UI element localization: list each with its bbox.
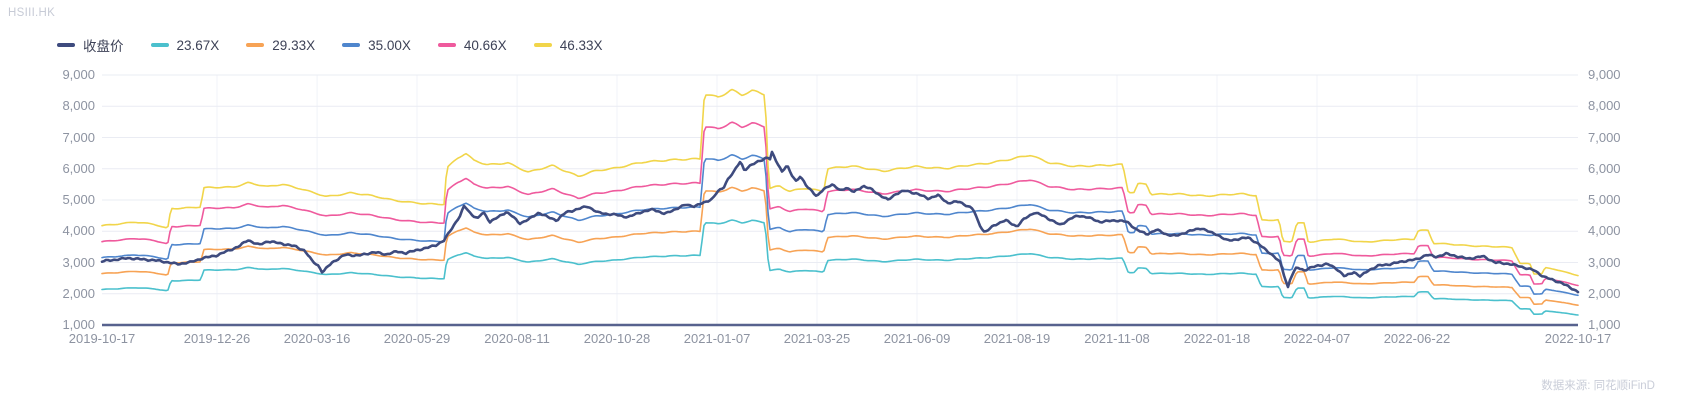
y-axis-tick-left: 1,000	[62, 317, 95, 332]
legend-swatch-icon	[437, 43, 456, 47]
close-price-line	[100, 150, 1580, 294]
legend-swatch-icon	[246, 43, 265, 47]
x-axis-tick: 2020-05-29	[383, 331, 451, 346]
x-axis-tick: 2022-10-17	[1544, 331, 1612, 346]
legend-label: 46.33X	[559, 37, 603, 53]
legend-swatch-icon	[342, 43, 361, 47]
chart-legend: 收盘价 23.67X 29.33X 35.00X 40.66X 46.33X	[57, 35, 602, 55]
y-axis-tick-right: 6,000	[1588, 160, 1621, 176]
x-axis-tick: 2020-03-16	[283, 331, 351, 346]
y-axis-tick-right: 4,000	[1588, 223, 1621, 239]
x-axis-tick: 2021-11-08	[1084, 331, 1150, 346]
x-axis-tick: 2020-10-28	[583, 331, 651, 346]
legend-item-29.33x[interactable]: 29.33X	[246, 38, 315, 53]
y-axis-tick-left: 8,000	[62, 98, 95, 114]
legend-label: 40.66X	[463, 37, 507, 53]
x-axis-tick: 2021-03-25	[783, 331, 851, 346]
pe-band-line-23.67x	[101, 219, 1579, 316]
legend-label: 23.67X	[176, 37, 220, 53]
legend-swatch-icon	[57, 43, 75, 47]
y-axis-tick-right: 9,000	[1588, 67, 1621, 82]
y-axis-tick-left: 6,000	[62, 160, 95, 176]
y-axis-tick-right: 2,000	[1588, 285, 1621, 301]
pe-band-line-40.66x	[101, 121, 1579, 287]
legend-label: 35.00X	[368, 37, 411, 53]
y-axis-tick-left: 2,000	[62, 285, 95, 301]
pe-band-line-29.33x	[101, 186, 1579, 306]
pe-band-line-35.00x	[101, 154, 1579, 297]
legend-swatch-icon	[150, 43, 169, 47]
x-axis-tick: 2022-04-07	[1283, 331, 1351, 346]
legend-item-23.67x[interactable]: 23.67X	[150, 37, 220, 53]
y-axis-tick-right: 1,000	[1588, 317, 1621, 332]
legend-item-35.00x[interactable]: 35.00X	[342, 38, 411, 53]
y-axis-tick-right: 8,000	[1588, 98, 1621, 114]
legend-item-close[interactable]: 收盘价	[57, 35, 124, 55]
x-axis-tick: 2022-06-22	[1383, 331, 1451, 346]
x-axis-tick: 2019-12-26	[183, 331, 251, 346]
x-axis-tick: 2021-08-19	[983, 331, 1051, 346]
x-axis-tick: 2019-10-17	[68, 331, 136, 346]
y-axis-tick-right: 3,000	[1588, 254, 1621, 270]
x-axis-tick: 2022-01-18	[1183, 331, 1251, 346]
pe-band-line-46.33x	[101, 88, 1579, 277]
y-axis-tick-right: 5,000	[1588, 192, 1621, 207]
symbol-label: HSIII.HK	[8, 7, 56, 19]
legend-item-40.66x[interactable]: 40.66X	[437, 37, 507, 53]
y-axis-tick-left: 7,000	[62, 129, 95, 145]
legend-swatch-icon	[533, 43, 552, 47]
legend-label: 收盘价	[83, 39, 124, 54]
legend-label: 29.33X	[272, 37, 316, 53]
y-axis-tick-right: 7,000	[1588, 129, 1621, 145]
y-axis-tick-left: 4,000	[62, 223, 95, 239]
y-axis-tick-left: 3,000	[62, 254, 95, 270]
y-axis-tick-left: 9,000	[62, 67, 95, 82]
legend-item-46.33x[interactable]: 46.33X	[533, 37, 603, 53]
y-axis-tick-left: 5,000	[62, 192, 95, 207]
x-axis-tick: 2021-06-09	[883, 331, 951, 346]
x-axis-tick: 2021-01-07	[683, 331, 751, 346]
data-source-label: 数据来源: 同花顺iFinD	[1541, 380, 1655, 392]
x-axis-tick: 2020-08-11	[484, 331, 550, 346]
